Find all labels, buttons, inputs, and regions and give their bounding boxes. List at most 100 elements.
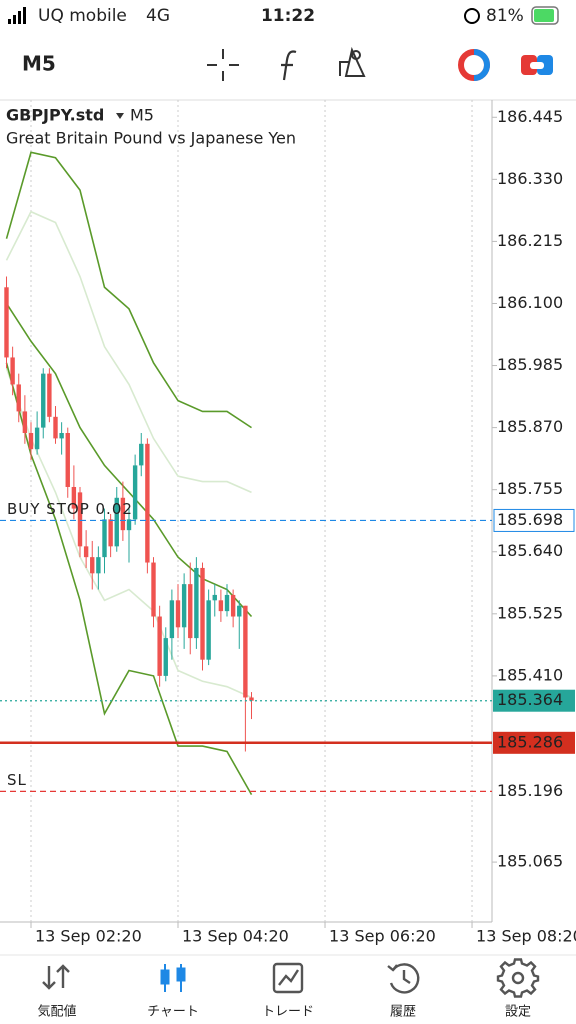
trade-icon: [272, 962, 304, 994]
candle-body: [96, 557, 101, 574]
crosshair-button[interactable]: [207, 49, 239, 81]
candle-body: [90, 557, 95, 574]
clock: 11:22: [261, 6, 315, 26]
candle-body: [145, 443, 150, 563]
signal-bar: [23, 7, 26, 24]
x-tick-label: 13 Sep 02:20: [35, 927, 142, 946]
chart: GBPJPY.std M5 Great Britain Pound vs Jap…: [0, 99, 576, 946]
price-box: [493, 689, 575, 712]
indicator-button[interactable]: [281, 50, 297, 81]
candle-body: [249, 697, 254, 701]
x-tick-label: 13 Sep 06:20: [329, 927, 436, 946]
y-tick-label: 186.215: [497, 231, 563, 250]
y-tick-label: 185.985: [497, 355, 563, 374]
candle-body: [139, 443, 144, 466]
price-box-label: 185.698: [497, 510, 563, 529]
band-line: [5, 210, 252, 494]
candle-body: [65, 433, 70, 487]
candle-body: [126, 519, 132, 531]
candle-body: [163, 638, 168, 676]
band-line: [5, 362, 253, 796]
price-box: [493, 781, 575, 802]
price-box-label: 185.364: [497, 690, 563, 709]
candle-body: [218, 600, 224, 612]
candle-body: [4, 287, 9, 358]
candle-body: [83, 546, 89, 558]
y-tick-label: 185.065: [497, 852, 563, 871]
candle-body: [41, 373, 46, 428]
battery: [531, 6, 559, 25]
signal-bar: [13, 15, 16, 24]
dropdown-arrow: [116, 113, 124, 119]
candle-body: [224, 594, 230, 612]
candle-body: [175, 600, 181, 628]
candle-body: [206, 600, 211, 660]
level-label: SL: [7, 771, 27, 789]
y-tick-label: 185.755: [497, 479, 563, 498]
candle-body: [120, 497, 126, 531]
tab-label[interactable]: 履歴: [390, 1005, 416, 1020]
candle-body: [181, 584, 187, 628]
tab-label[interactable]: トレード: [262, 1005, 314, 1020]
candle-body: [28, 433, 34, 450]
tab-label[interactable]: 設定: [505, 1005, 531, 1020]
lock-icon: [464, 8, 480, 24]
candle-body: [53, 416, 58, 439]
signal-bar: [8, 19, 11, 24]
candle-body: [169, 600, 175, 639]
settings-icon: [496, 958, 540, 998]
candle-body: [71, 486, 77, 509]
y-tick-label: 185.410: [497, 665, 563, 684]
y-tick-label: 186.100: [497, 293, 563, 312]
candle-body: [188, 584, 193, 639]
y-tick-label: 185.640: [497, 541, 563, 560]
price-box: [493, 731, 575, 754]
y-tick-label: 185.525: [497, 603, 563, 622]
objects-button[interactable]: [339, 46, 366, 77]
trade-button[interactable]: [458, 49, 490, 81]
tab-bar: 気配値 チャート トレード 履歴 設定: [0, 954, 576, 1020]
candle-body: [102, 519, 107, 558]
timeframe-button[interactable]: M5: [22, 52, 56, 76]
status-bar: UQ mobile 4G 11:22 81%: [8, 6, 559, 26]
y-tick-label: 186.445: [497, 107, 563, 126]
band-line: [5, 151, 252, 429]
candle-body: [10, 357, 15, 385]
price-box-label: 185.286: [497, 732, 563, 751]
chart-timeframe: M5: [130, 106, 154, 125]
candle-body: [77, 492, 83, 547]
battery-fill: [534, 9, 554, 22]
quotes-icon: [42, 964, 70, 990]
account-button[interactable]: [521, 55, 553, 75]
candle-body: [243, 605, 248, 698]
level-label: BUY STOP 0.02: [7, 500, 133, 518]
candle-body: [212, 594, 217, 601]
candle-body: [132, 465, 138, 520]
tab-label[interactable]: 気配値: [37, 1004, 76, 1020]
y-tick-label: 185.870: [497, 417, 563, 436]
candle-body: [237, 605, 242, 617]
candle-body: [108, 519, 113, 547]
x-tick-label: 13 Sep 04:20: [182, 927, 289, 946]
battery-level: 81%: [486, 6, 524, 26]
candle-body: [47, 373, 52, 417]
candle-body: [22, 411, 28, 434]
y-tick-label: 186.330: [497, 169, 563, 188]
tab-label[interactable]: チャート: [147, 1005, 199, 1020]
band-line: [5, 303, 253, 618]
history-icon: [387, 963, 420, 994]
candle-body: [230, 594, 236, 617]
candle-body: [16, 384, 21, 412]
band-line: [5, 367, 252, 699]
symbol: GBPJPY.std: [6, 106, 104, 125]
candle-body: [151, 562, 156, 617]
candle-body: [200, 567, 205, 660]
candle-body: [59, 433, 64, 439]
candle-body: [194, 567, 199, 639]
price-box-label: 185.196: [497, 781, 563, 800]
carrier: UQ mobile: [38, 6, 127, 26]
signal-bar: [18, 11, 21, 24]
price-box: [493, 508, 575, 532]
